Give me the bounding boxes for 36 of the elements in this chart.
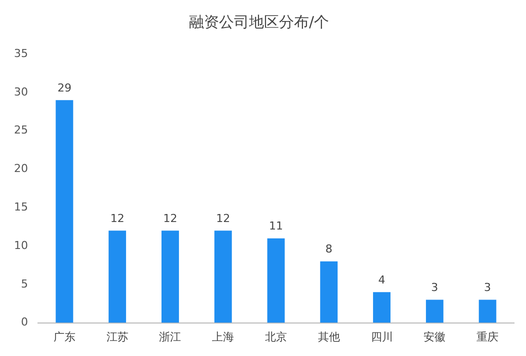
x-tick-label: 浙江 xyxy=(159,330,182,344)
bar xyxy=(426,300,444,323)
y-tick-label: 20 xyxy=(14,162,28,176)
chart-title: 融资公司地区分布/个 xyxy=(188,12,330,31)
data-label: 29 xyxy=(57,81,72,94)
bar xyxy=(478,300,496,323)
data-label: 3 xyxy=(431,281,438,294)
x-tick-label: 北京 xyxy=(265,330,287,344)
x-tick-label: 广东 xyxy=(53,330,76,344)
x-tick-label: 安徽 xyxy=(424,330,446,344)
x-tick-label: 上海 xyxy=(212,330,234,344)
bar xyxy=(56,100,74,323)
x-tick-label: 四川 xyxy=(370,330,393,344)
bar xyxy=(214,230,232,323)
y-tick-label: 25 xyxy=(14,124,28,137)
bar xyxy=(320,261,338,323)
data-label: 11 xyxy=(269,220,283,233)
bar xyxy=(373,292,391,323)
y-tick-label: 15 xyxy=(14,200,28,214)
y-tick-label: 0 xyxy=(20,316,28,329)
y-tick-label: 35 xyxy=(14,46,28,60)
x-tick-label: 重庆 xyxy=(476,330,499,344)
data-label: 12 xyxy=(163,212,178,225)
x-tick-label: 其他 xyxy=(318,330,340,344)
bar xyxy=(161,230,179,323)
data-label: 12 xyxy=(216,212,230,225)
data-label: 12 xyxy=(110,212,124,225)
data-label: 3 xyxy=(484,281,492,294)
y-tick-label: 10 xyxy=(14,238,28,252)
bar xyxy=(267,238,285,323)
data-label: 4 xyxy=(378,273,386,286)
bar xyxy=(108,230,126,323)
x-tick-label: 江苏 xyxy=(106,330,128,344)
y-tick-label: 5 xyxy=(20,277,28,290)
y-tick-label: 30 xyxy=(14,85,28,98)
data-label: 8 xyxy=(325,242,332,256)
